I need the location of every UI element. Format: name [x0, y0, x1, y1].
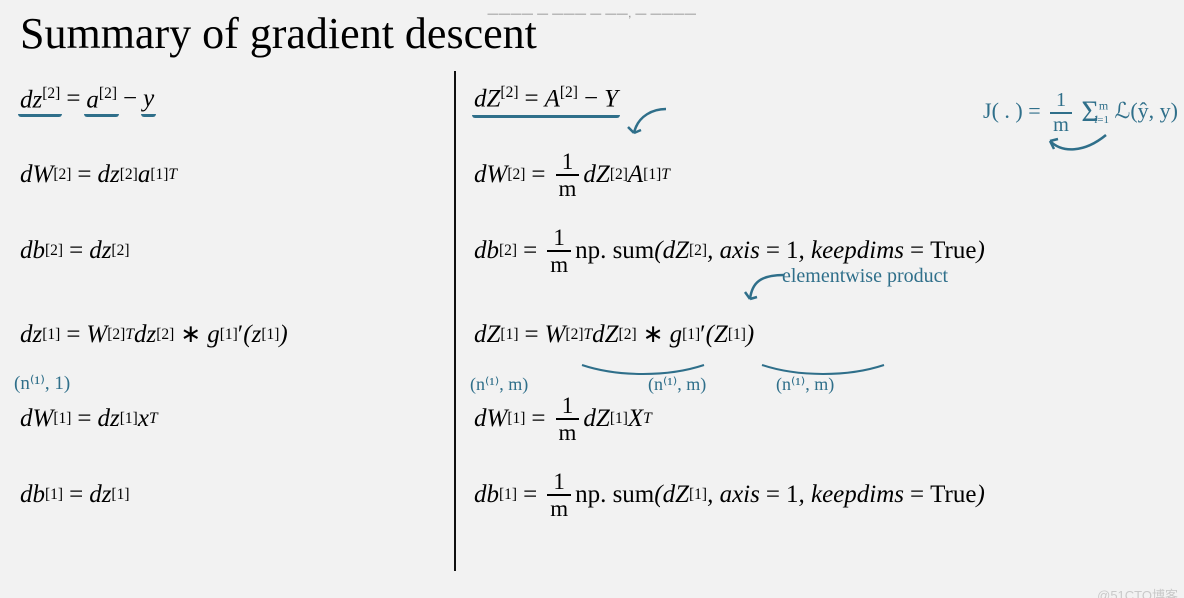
left-column: dz[2] = a[2] − y dW[2]=dz[2]a[1]T db[2]=…	[20, 67, 454, 587]
arrow-return-icon	[1044, 129, 1114, 159]
arrow-dz-icon	[624, 105, 674, 143]
eq-R6: db[1]= 1m np. sum(dZ[1], axis=1, keepdim…	[474, 463, 1174, 527]
eq-L6: db[1]=dz[1]	[20, 463, 438, 527]
eq-L2: dW[2]=dz[2]a[1]T	[20, 143, 438, 207]
equation-columns: dz[2] = a[2] − y dW[2]=dz[2]a[1]T db[2]=…	[0, 67, 1184, 587]
eq-R4: dZ[1]=W[2]TdZ[2] ∗ g[1]′(Z[1]) elementwi…	[474, 295, 1174, 375]
brace-icon-2	[758, 363, 888, 379]
top-artifact-text: ———— — ——— — ——, — ————	[488, 8, 697, 20]
right-column: dZ[2]=A[2]−Y dW[2]= 1m dZ[2]A[1]T db[2]=…	[456, 67, 1174, 587]
eq-R5: dW[1]= 1m dZ[1]XT	[474, 387, 1174, 451]
watermark-text: @51CTO博客	[1097, 585, 1178, 598]
eq-L5: dW[1]=dz[1]xT	[20, 387, 438, 451]
eq-L4: dz[1]=W[2]Tdz[2] ∗ g[1]′(z[1]) (n⁽¹⁾, 1)	[20, 295, 438, 375]
eq-L3: db[2]=dz[2]	[20, 219, 438, 283]
annotation-elementwise: elementwise product	[782, 265, 948, 287]
brace-icon-1	[578, 363, 708, 379]
eq-L1: dz[2] = a[2] − y	[20, 67, 438, 131]
arrow-elementwise-icon	[740, 269, 792, 309]
